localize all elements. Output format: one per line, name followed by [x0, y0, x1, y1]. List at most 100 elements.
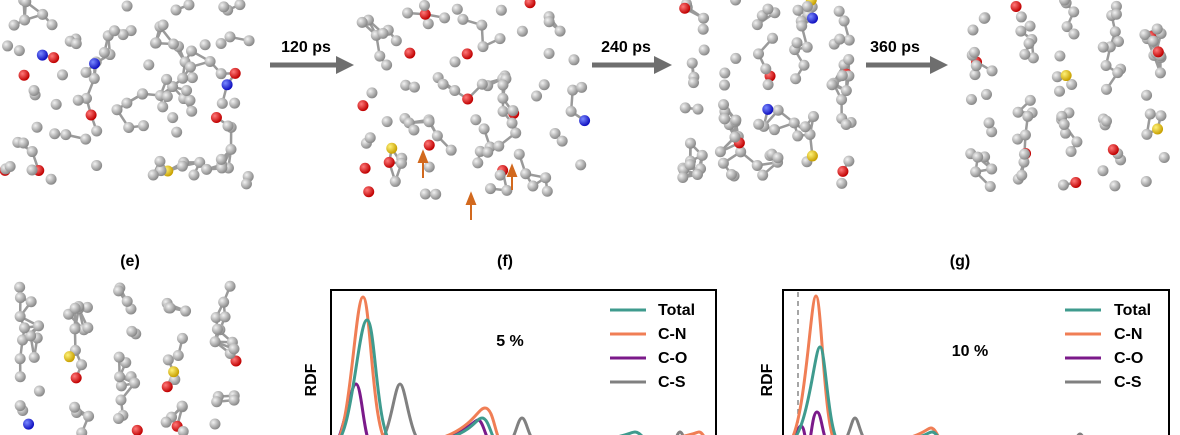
- atom: [154, 155, 166, 167]
- atom: [836, 94, 848, 106]
- legend-label: C-N: [658, 326, 686, 343]
- atom: [177, 426, 189, 435]
- atom: [194, 156, 206, 168]
- atom: [186, 105, 198, 117]
- atom: [1065, 145, 1077, 157]
- atom: [1018, 148, 1030, 160]
- atom: [221, 79, 233, 91]
- atom: [46, 19, 58, 31]
- atom: [461, 48, 473, 60]
- atom: [730, 0, 742, 6]
- atom: [457, 13, 469, 25]
- atom: [431, 130, 443, 142]
- atom: [82, 322, 94, 334]
- atom: [753, 48, 765, 60]
- atom: [88, 72, 100, 84]
- atom: [540, 172, 552, 184]
- atom: [418, 0, 430, 12]
- atom: [85, 109, 97, 121]
- atom: [484, 183, 496, 195]
- atom: [26, 164, 38, 176]
- atom: [725, 169, 737, 181]
- legend-label: C-O: [658, 350, 687, 367]
- atom: [751, 19, 763, 31]
- atom: [986, 65, 998, 77]
- atom: [164, 302, 176, 314]
- legend-label: C-O: [1114, 350, 1143, 367]
- atom: [980, 88, 992, 100]
- atom: [150, 37, 162, 49]
- atom: [404, 47, 416, 59]
- atom: [60, 129, 72, 141]
- atom: [520, 168, 532, 180]
- atom: [33, 385, 45, 397]
- time-arrow: 120 ps: [270, 39, 354, 74]
- atom: [1154, 67, 1166, 79]
- atom: [833, 5, 845, 17]
- atom: [117, 29, 129, 41]
- y-axis-label: RDF: [303, 363, 320, 396]
- atom: [843, 155, 855, 167]
- atom: [967, 24, 979, 36]
- atom: [224, 31, 236, 43]
- legend-label: C-N: [1114, 326, 1142, 343]
- atom: [719, 67, 731, 79]
- atom: [225, 143, 237, 155]
- atom: [684, 159, 696, 171]
- atom: [972, 151, 984, 163]
- atom: [363, 186, 375, 198]
- atom: [1109, 26, 1121, 38]
- atom: [201, 163, 213, 175]
- atom: [717, 157, 729, 169]
- atom: [69, 401, 81, 413]
- atom: [1097, 165, 1109, 177]
- atom: [965, 93, 977, 105]
- atom: [798, 59, 810, 71]
- atom: [162, 354, 174, 366]
- atom: [1012, 106, 1024, 118]
- atom: [76, 359, 88, 371]
- atom: [1027, 52, 1039, 64]
- atom: [543, 47, 555, 59]
- atom: [45, 173, 57, 185]
- atom: [767, 32, 779, 44]
- atom: [1024, 94, 1036, 106]
- atom: [408, 81, 420, 93]
- atom: [137, 88, 149, 100]
- atom: [48, 52, 60, 64]
- atom: [180, 305, 192, 317]
- atom: [772, 104, 784, 116]
- atom: [836, 70, 848, 82]
- atom: [792, 130, 804, 142]
- atom: [1068, 6, 1080, 18]
- atom: [423, 116, 435, 128]
- atom: [115, 394, 127, 406]
- atom: [506, 117, 518, 129]
- atom: [184, 94, 196, 106]
- atom: [837, 165, 849, 177]
- atom: [1016, 169, 1028, 181]
- atom: [177, 72, 189, 84]
- atom: [1110, 0, 1122, 12]
- atom: [462, 93, 474, 105]
- atom: [419, 8, 431, 20]
- atom: [497, 92, 509, 104]
- atom: [541, 185, 553, 197]
- atom: [801, 41, 813, 53]
- atom: [719, 113, 731, 125]
- atom: [50, 98, 62, 110]
- atom: [228, 394, 240, 406]
- atom: [113, 412, 125, 424]
- atom: [26, 146, 38, 158]
- atom: [70, 372, 82, 384]
- atom: [495, 4, 507, 16]
- atom: [181, 85, 193, 97]
- atom: [210, 311, 222, 323]
- atom: [218, 296, 230, 308]
- annotation: 5 %: [496, 333, 524, 350]
- atom: [216, 162, 228, 174]
- atom: [836, 177, 848, 189]
- atom: [807, 12, 819, 24]
- atom: [986, 163, 998, 175]
